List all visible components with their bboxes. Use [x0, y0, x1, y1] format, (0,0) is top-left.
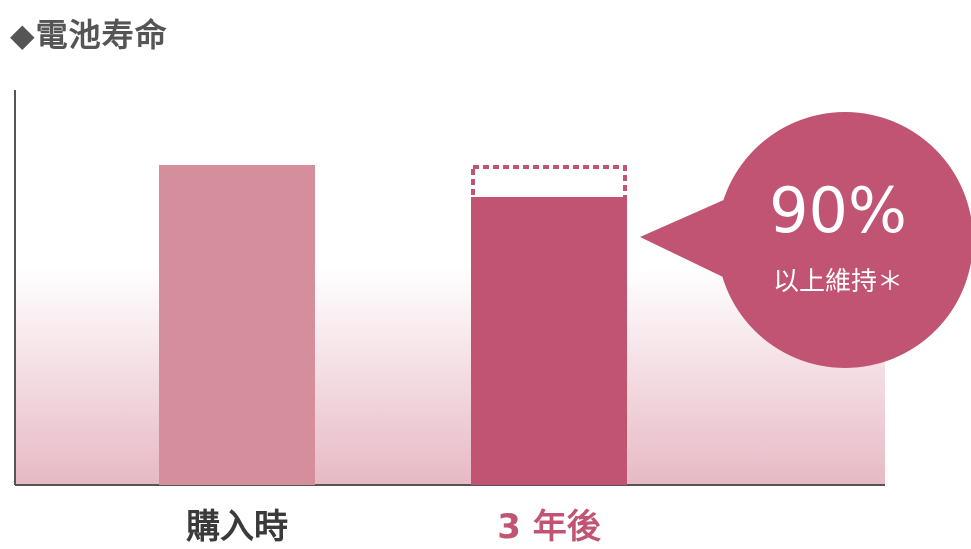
chart-title: ◆電池寿命 — [10, 16, 168, 54]
callout-bubble: 90% 以上維持＊ — [640, 112, 971, 368]
callout-note: 以上維持＊ — [773, 267, 903, 297]
callout-circle — [717, 112, 971, 368]
bar-after — [471, 197, 627, 485]
callout-value: 90% — [769, 174, 907, 247]
category-label-initial: 購入時 — [186, 507, 288, 547]
bar-after-original-capacity-outline — [471, 165, 627, 201]
bars — [159, 165, 627, 485]
category-label-after: 3 年後 — [497, 507, 601, 547]
bar-initial — [159, 165, 315, 485]
